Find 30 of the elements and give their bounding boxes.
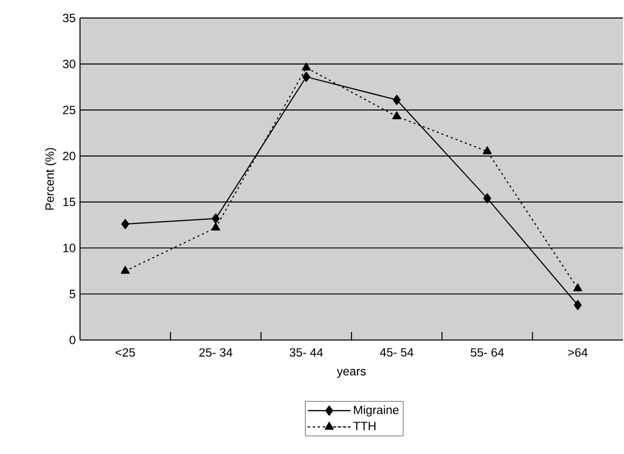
- point: [121, 219, 130, 230]
- point: [120, 266, 130, 274]
- point: [392, 111, 402, 120]
- legend-label: Migraine: [354, 405, 399, 417]
- y-tick-label: 30: [62, 60, 76, 68]
- legend-label: TTH: [353, 422, 376, 430]
- point: [574, 300, 582, 310]
- y-tick-label: 35: [62, 14, 76, 22]
- x-axis-title: years: [336, 368, 366, 378]
- x-tick-label: 45- 54: [380, 348, 414, 357]
- y-tick-label: 25: [63, 106, 76, 114]
- x-tick-label: 35- 44: [290, 348, 323, 357]
- point: [211, 222, 220, 231]
- y-tick-label: 0: [70, 336, 76, 344]
- x-tick-label: <25: [116, 348, 135, 357]
- y-tick-label: 15: [63, 198, 76, 206]
- point: [302, 62, 311, 70]
- y-axis-title: Percent (%): [45, 148, 56, 210]
- y-tick-label: 5: [70, 290, 76, 298]
- x-tick-label: >64: [568, 348, 588, 357]
- x-tick-label: 25- 34: [199, 348, 232, 357]
- point: [302, 72, 310, 82]
- point: [212, 214, 220, 224]
- point: [392, 94, 401, 105]
- y-tick-label: 10: [63, 244, 76, 252]
- point: [573, 283, 582, 292]
- point: [482, 146, 492, 154]
- x-tick-label: 55- 64: [470, 348, 504, 357]
- y-tick-label: 20: [63, 152, 76, 160]
- point: [483, 193, 492, 204]
